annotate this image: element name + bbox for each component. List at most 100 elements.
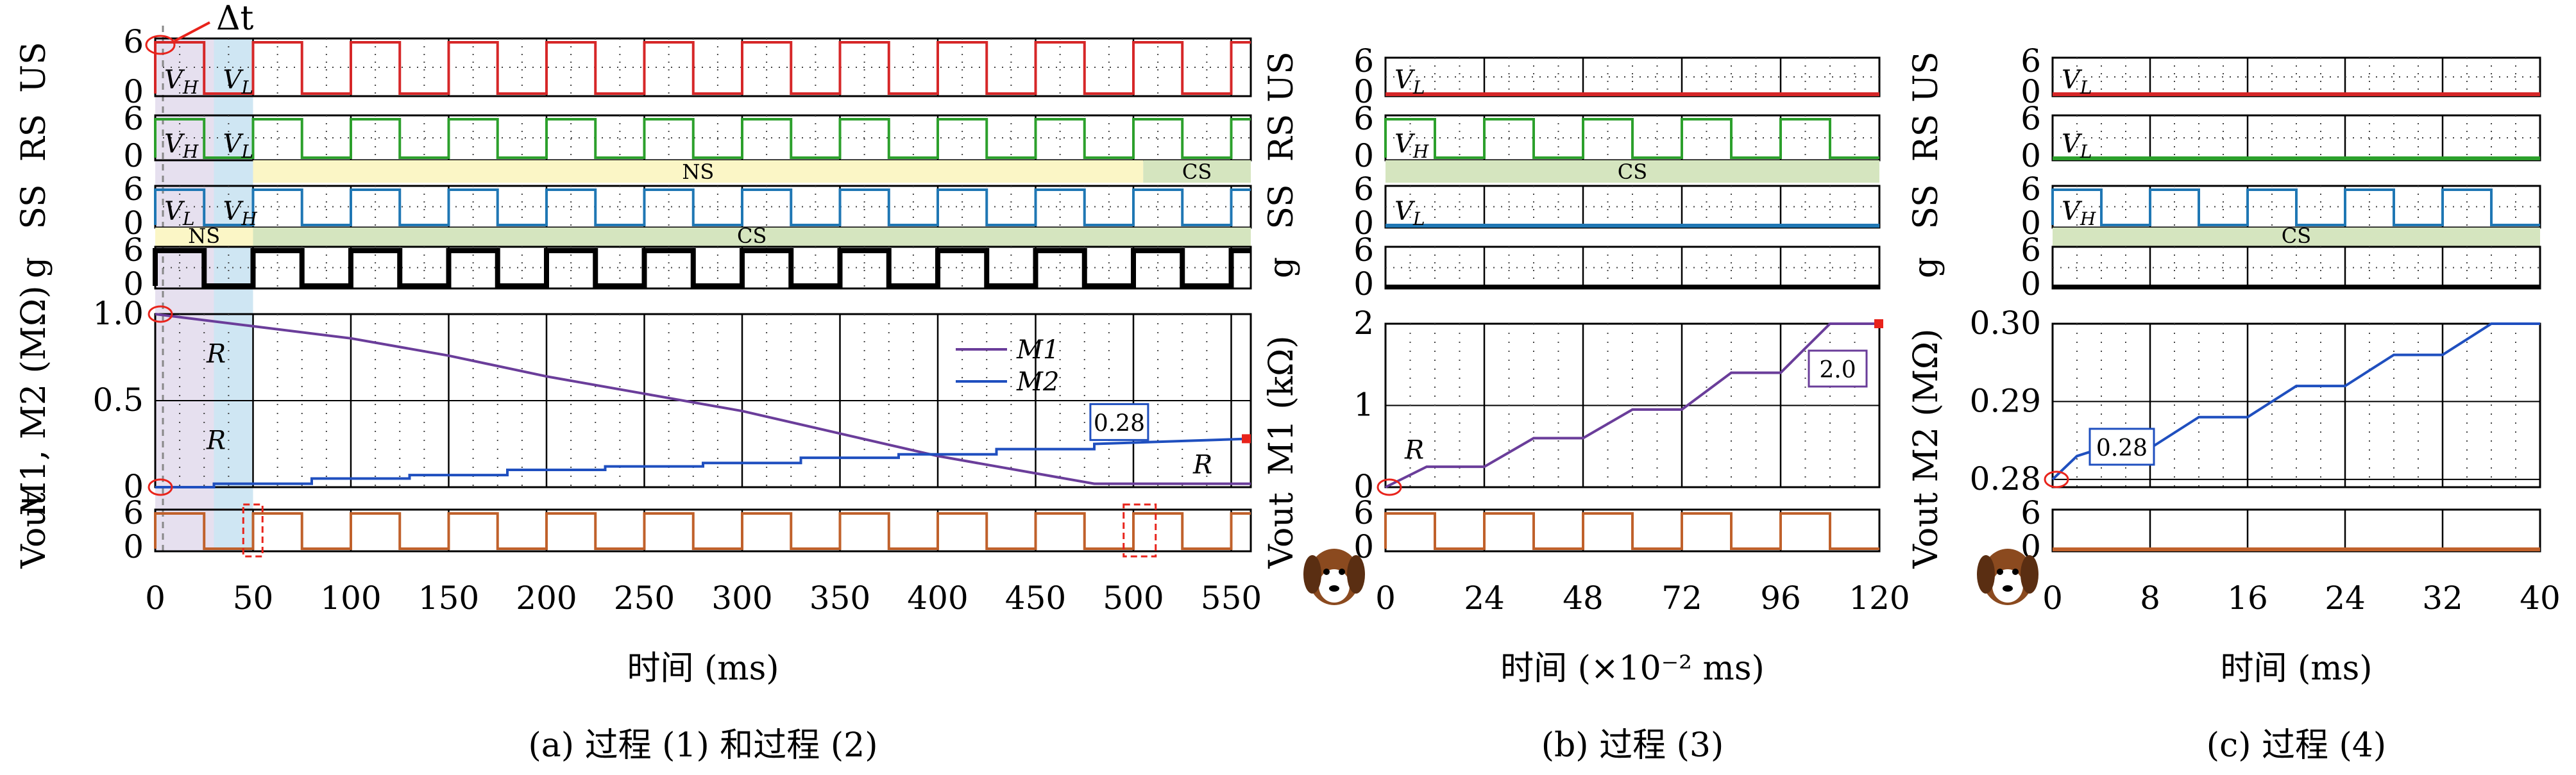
row-g: 60 g bbox=[1907, 231, 2541, 303]
ytick-top: 6 bbox=[2021, 100, 2041, 137]
row-label-g: g bbox=[1907, 257, 1945, 278]
cell-label-SS-0: VL bbox=[1394, 197, 1425, 229]
delta-t-label: Δt bbox=[216, 0, 254, 38]
xtick: 40 bbox=[2520, 579, 2561, 617]
caption: (b) 过程 (3) bbox=[1541, 726, 1724, 765]
annotation-value: 0.28 bbox=[1094, 410, 1145, 437]
xlabel: 时间 (×10⁻² ms) bbox=[1500, 649, 1765, 688]
legend-label-M2: M2 bbox=[1016, 367, 1059, 397]
ytick: 0.29 bbox=[1970, 382, 2041, 419]
xtick: 300 bbox=[711, 579, 772, 617]
analog-ylabel: M1 (kΩ) bbox=[1262, 335, 1301, 475]
analog-plot: 2 1 0 M1 (kΩ) 2.0 R bbox=[1262, 304, 1883, 505]
xtick: 0 bbox=[1375, 579, 1396, 617]
row-label-RS: RS bbox=[1907, 114, 1945, 162]
ytick-bottom: 0 bbox=[1353, 204, 1374, 242]
row-label-US: US bbox=[15, 42, 53, 92]
band-cs bbox=[2053, 228, 2540, 247]
waveform-Vout bbox=[154, 512, 1251, 550]
band-cs bbox=[253, 228, 1251, 247]
cell-label-US-0: VL bbox=[1394, 65, 1425, 98]
shade-region-2 bbox=[214, 38, 253, 551]
xlabel: 时间 (ms) bbox=[2220, 649, 2372, 688]
xtick: 96 bbox=[1760, 579, 1801, 617]
ytick-top: 6 bbox=[1353, 494, 1374, 531]
xtick: 24 bbox=[1464, 579, 1505, 617]
row-label-RS: RS bbox=[1262, 114, 1301, 162]
annotation-ring-RH bbox=[148, 305, 173, 323]
waveform-RS bbox=[1384, 118, 1879, 159]
ytick: 0.28 bbox=[1970, 460, 2041, 497]
ytick-top: 6 bbox=[123, 171, 144, 208]
waveform-Vout bbox=[1384, 512, 1879, 550]
ytick-top: 6 bbox=[123, 100, 144, 137]
row-RS: VL 60 RS bbox=[1907, 100, 2541, 174]
ytick-top: 6 bbox=[1353, 231, 1374, 269]
xtick: 200 bbox=[516, 579, 577, 617]
xtick: 500 bbox=[1103, 579, 1164, 617]
analog-ylabel: M1, M2 (MΩ) bbox=[15, 285, 53, 515]
ytick-bottom: 0 bbox=[2021, 137, 2041, 174]
xtick: 72 bbox=[1661, 579, 1702, 617]
band-label-ns: NS bbox=[188, 224, 220, 248]
ytick-top: 6 bbox=[2021, 494, 2041, 531]
xtick: 150 bbox=[418, 579, 479, 617]
annotation-ring bbox=[2044, 471, 2069, 488]
cell-label-RS-0: VL bbox=[2062, 129, 2092, 162]
waveform-RS bbox=[154, 118, 1251, 159]
cell-label-RS-0: VH bbox=[1394, 129, 1429, 162]
band-ns bbox=[155, 228, 253, 247]
band-label-cs: CS bbox=[1618, 160, 1647, 184]
waveform-SS bbox=[154, 188, 1251, 226]
ytick-top: 6 bbox=[2021, 42, 2041, 79]
row-frame bbox=[2051, 246, 2541, 290]
xtick: 8 bbox=[2140, 579, 2160, 617]
ytick-bottom: 0 bbox=[1353, 137, 1374, 174]
xtick: 50 bbox=[233, 579, 274, 617]
row-label-g: g bbox=[15, 257, 53, 278]
annotation-RL: R bbox=[206, 426, 226, 456]
xtick: 24 bbox=[2325, 579, 2366, 617]
ytick-bottom: 0 bbox=[123, 528, 144, 565]
highlight-box-2 bbox=[1123, 503, 1157, 558]
annotation-value: 0.28 bbox=[2096, 435, 2148, 462]
waveform-US bbox=[154, 41, 1251, 95]
ytick: 1.0 bbox=[92, 295, 144, 332]
waveform-g bbox=[153, 248, 1251, 288]
ytick-bottom: 0 bbox=[123, 265, 144, 303]
ytick-bottom: 0 bbox=[123, 137, 144, 174]
xtick: 400 bbox=[907, 579, 968, 617]
xtick: 0 bbox=[145, 579, 165, 617]
cell-label-SS-0: VH bbox=[2062, 197, 2096, 229]
row-label-SS: SS bbox=[1262, 184, 1301, 229]
band-ns bbox=[253, 160, 1144, 183]
vout-frame bbox=[154, 508, 1252, 553]
band-label-cs: CS bbox=[2282, 224, 2311, 248]
band-cs bbox=[1143, 160, 1251, 183]
dog-icon bbox=[1303, 549, 1365, 605]
row-RS: VH 60 RS CS bbox=[1262, 100, 1881, 184]
annotation-ring-RL bbox=[148, 478, 173, 496]
xtick: 48 bbox=[1563, 579, 1604, 617]
xtick: 450 bbox=[1005, 579, 1066, 617]
ytick-top: 6 bbox=[123, 23, 144, 60]
row-label-US: US bbox=[1907, 51, 1945, 102]
row-g: 60 g bbox=[1262, 231, 1881, 303]
annotation-RH: R bbox=[206, 340, 226, 369]
ytick-bottom: 0 bbox=[2021, 204, 2041, 242]
series-M1 bbox=[155, 313, 1251, 485]
band-cs bbox=[1385, 160, 1879, 183]
band-label-cs: CS bbox=[1182, 160, 1212, 184]
row-label-SS: SS bbox=[1907, 184, 1945, 229]
xtick: 100 bbox=[320, 579, 381, 617]
ytick-top: 6 bbox=[123, 494, 144, 531]
annotation-ring bbox=[1377, 478, 1402, 496]
series-M2 bbox=[155, 437, 1251, 488]
